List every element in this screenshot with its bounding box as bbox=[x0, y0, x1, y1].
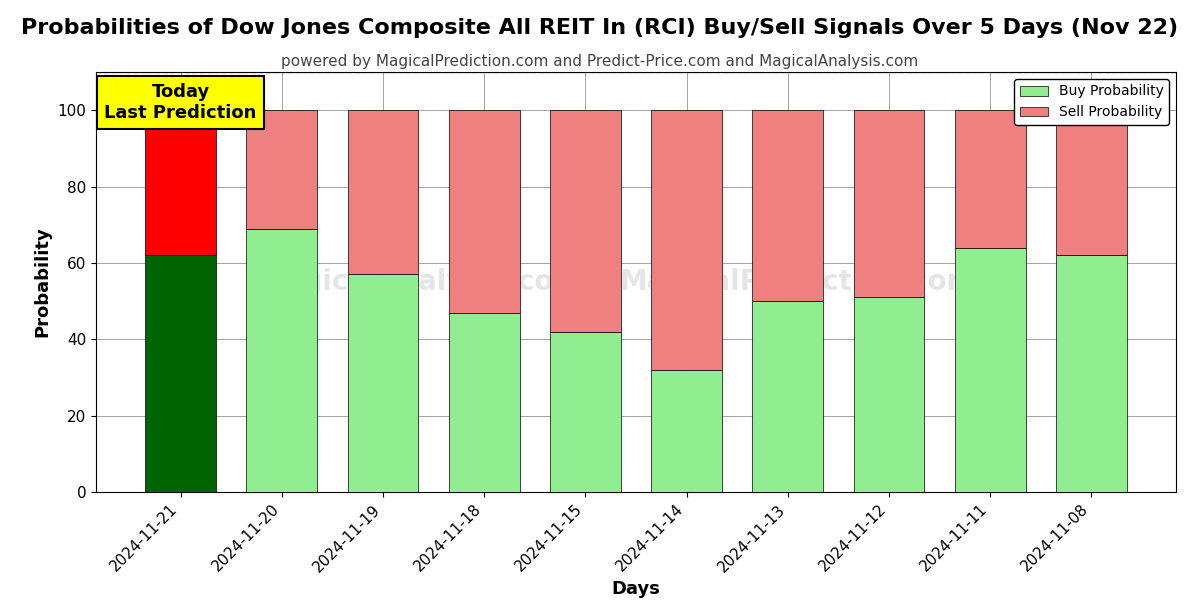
Bar bbox=[853, 110, 924, 297]
Bar bbox=[955, 248, 1026, 492]
Text: MagicalPrediction.com: MagicalPrediction.com bbox=[619, 268, 977, 296]
Bar bbox=[145, 110, 216, 255]
Bar bbox=[145, 255, 216, 492]
Text: MagicalAnalysis.com: MagicalAnalysis.com bbox=[257, 268, 583, 296]
Legend: Buy Probability, Sell Probability: Buy Probability, Sell Probability bbox=[1014, 79, 1169, 125]
X-axis label: Days: Days bbox=[612, 580, 660, 598]
Bar bbox=[348, 274, 419, 492]
Bar bbox=[348, 110, 419, 274]
Text: Probabilities of Dow Jones Composite All REIT In (RCI) Buy/Sell Signals Over 5 D: Probabilities of Dow Jones Composite All… bbox=[22, 18, 1178, 38]
Bar bbox=[1056, 255, 1127, 492]
Bar bbox=[652, 110, 722, 370]
Bar bbox=[652, 370, 722, 492]
Bar bbox=[853, 297, 924, 492]
Y-axis label: Probability: Probability bbox=[34, 227, 52, 337]
Text: Today
Last Prediction: Today Last Prediction bbox=[104, 83, 257, 122]
Bar bbox=[246, 229, 317, 492]
Bar bbox=[246, 110, 317, 229]
Bar bbox=[550, 332, 620, 492]
Bar bbox=[955, 110, 1026, 248]
Bar bbox=[550, 110, 620, 332]
Text: powered by MagicalPrediction.com and Predict-Price.com and MagicalAnalysis.com: powered by MagicalPrediction.com and Pre… bbox=[281, 54, 919, 69]
Bar bbox=[752, 110, 823, 301]
Bar bbox=[449, 110, 520, 313]
Bar bbox=[449, 313, 520, 492]
Bar bbox=[1056, 110, 1127, 255]
Bar bbox=[752, 301, 823, 492]
